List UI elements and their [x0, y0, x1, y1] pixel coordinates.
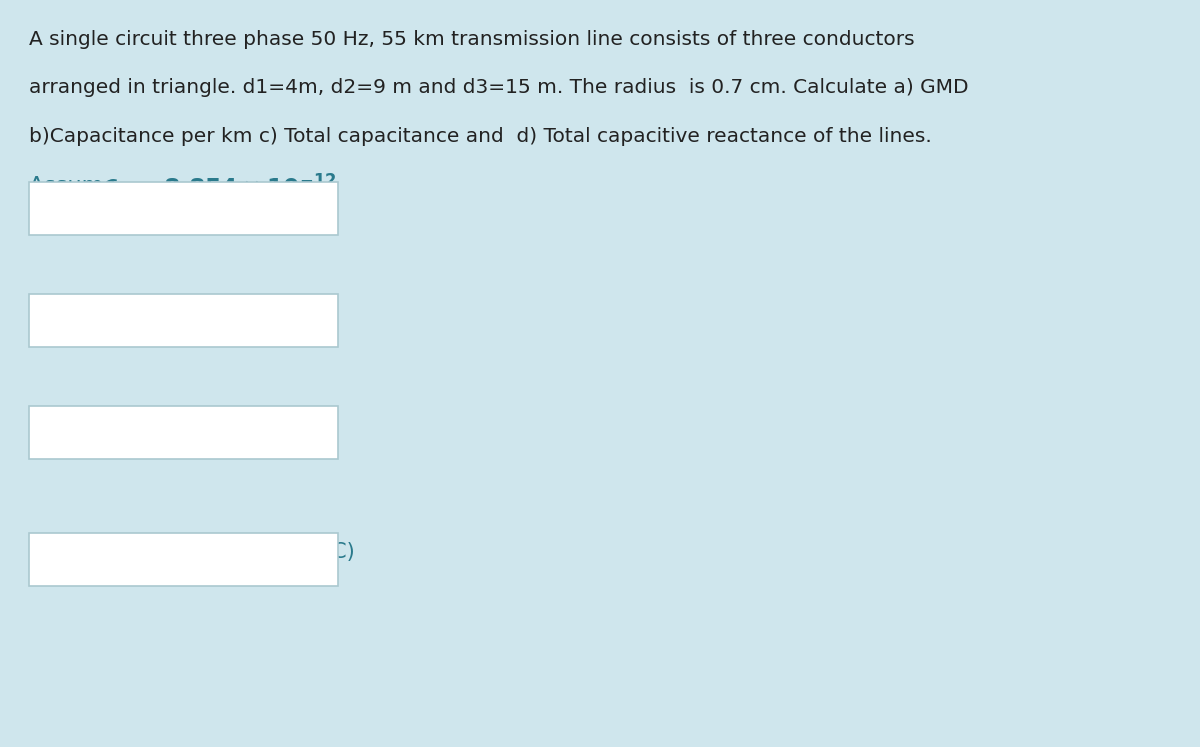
FancyBboxPatch shape [29, 182, 338, 235]
Text: Assume: Assume [29, 176, 124, 196]
Text: GMD: GMD [29, 190, 79, 211]
Text: Total Capacitive reactance (XC): Total Capacitive reactance (XC) [29, 542, 355, 562]
Text: Total Capacitance: Total Capacitance [29, 415, 214, 435]
FancyBboxPatch shape [29, 533, 338, 586]
FancyBboxPatch shape [29, 294, 338, 347]
Text: b)Capacitance per km c) Total capacitance and  d) Total capacitive reactance of : b)Capacitance per km c) Total capacitanc… [29, 127, 932, 146]
Text: Capacitance per km: Capacitance per km [29, 303, 239, 323]
Text: arranged in triangle. d1=4m, d2=9 m and d3=15 m. The radius  is 0.7 cm. Calculat: arranged in triangle. d1=4m, d2=9 m and … [29, 78, 968, 97]
Text: $\varepsilon_0$: $\varepsilon_0$ [104, 176, 128, 199]
FancyBboxPatch shape [29, 406, 338, 459]
Text: $\mathbf{= 8.854 \times 10^{-12}}$: $\mathbf{= 8.854 \times 10^{-12}}$ [134, 176, 337, 202]
Text: A single circuit three phase 50 Hz, 55 km transmission line consists of three co: A single circuit three phase 50 Hz, 55 k… [29, 30, 914, 49]
